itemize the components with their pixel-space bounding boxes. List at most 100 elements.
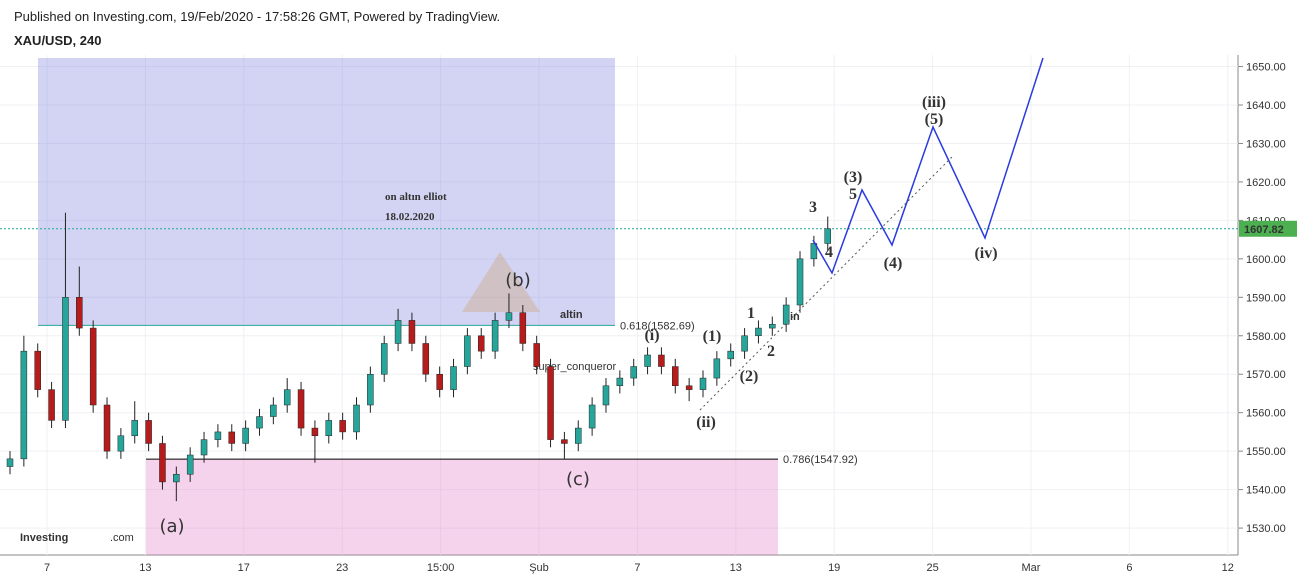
wave-label: (3)	[844, 169, 863, 186]
wave-label: (i)	[644, 327, 659, 344]
candle-body	[353, 404, 360, 433]
y-tick-label: 1590.00	[1246, 292, 1286, 304]
fib-label: 0.618(1582.69)	[620, 320, 695, 332]
wave-label: (c)	[566, 469, 590, 490]
y-tick-label: 1550.00	[1246, 446, 1286, 458]
candle-body	[561, 439, 568, 444]
candle-body	[796, 258, 804, 306]
candle-body	[20, 350, 28, 460]
candle-body	[48, 389, 55, 421]
candle-body	[519, 312, 527, 344]
y-tick-label: 1600.00	[1246, 254, 1286, 266]
candle-body	[89, 327, 97, 406]
candle-body	[367, 373, 374, 406]
candle-body	[62, 297, 69, 421]
candle-body	[741, 335, 748, 352]
wave-label: (2)	[740, 368, 759, 385]
candle-body	[602, 385, 610, 406]
candle-body	[422, 343, 430, 375]
candle-body	[491, 320, 499, 352]
candle-body	[228, 431, 236, 444]
y-tick-label: 1630.00	[1246, 138, 1286, 150]
candle-body	[575, 427, 582, 444]
candle-body	[242, 427, 249, 444]
symbol: XAU/USD, 240	[14, 33, 101, 48]
candle-body	[256, 416, 263, 429]
candle-body	[630, 366, 637, 379]
candle-body	[103, 404, 111, 452]
watermark: altin	[560, 309, 583, 321]
candle-body	[769, 323, 776, 329]
wave-label: (iii)	[922, 94, 946, 111]
candle-body	[34, 350, 41, 390]
candle-body	[547, 366, 554, 440]
candle-body	[782, 304, 790, 325]
watermark: super_conqueror	[533, 361, 617, 373]
candle-body	[450, 366, 457, 390]
candle-body	[311, 427, 319, 437]
y-tick-label: 1540.00	[1246, 485, 1286, 497]
y-tick-label: 1580.00	[1246, 331, 1286, 343]
header: Published on Investing.com, 19/Feb/2020 …	[14, 9, 500, 24]
candle-body	[713, 358, 721, 379]
candle-body	[76, 297, 83, 329]
y-tick-label: 1650.00	[1246, 62, 1286, 74]
wave-box	[38, 58, 615, 326]
wave-label: (iv)	[974, 245, 997, 262]
candle-body	[186, 454, 194, 475]
wave-label: 2	[767, 343, 775, 360]
candle-body	[727, 350, 734, 360]
candle-body	[658, 354, 665, 367]
candle-body	[297, 389, 305, 429]
annotation: 18.02.2020	[385, 211, 435, 223]
candle-body	[436, 373, 443, 390]
wave-label: (b)	[505, 270, 530, 291]
candle-body	[214, 431, 222, 440]
candle-body	[810, 243, 818, 260]
wave-label: 3	[809, 199, 817, 216]
candle-body	[464, 335, 471, 367]
candle-body	[672, 366, 679, 387]
wave-label: (5)	[925, 111, 944, 128]
candle-body	[616, 377, 624, 387]
candle-body	[408, 320, 416, 344]
wave-label: (ii)	[696, 414, 716, 431]
wave-label: 4	[825, 244, 833, 261]
candle-body	[145, 420, 152, 444]
fib-label: 0.786(1547.92)	[783, 454, 858, 466]
watermark-logo	[462, 252, 540, 312]
x-tick-label: 7	[634, 562, 640, 574]
candle-body	[117, 435, 125, 452]
candle-body	[685, 385, 693, 390]
x-tick-label: 17	[238, 562, 250, 574]
candle-body	[159, 443, 166, 483]
candle-body	[283, 389, 291, 406]
x-tick-label: 13	[730, 562, 742, 574]
wave-label: 1	[747, 305, 755, 322]
candle-body	[699, 377, 707, 390]
wave-label: 5	[849, 186, 857, 203]
x-tick-label: 12	[1222, 562, 1234, 574]
candle-body	[6, 458, 14, 467]
watermark: in	[790, 311, 800, 323]
candle-body	[755, 327, 762, 337]
candle-body	[588, 404, 596, 429]
candle-body	[824, 228, 831, 244]
candle-body	[394, 320, 402, 344]
logo: .com	[110, 532, 134, 544]
candle-body	[131, 420, 138, 437]
target-box	[146, 459, 778, 555]
candle-body	[380, 343, 388, 375]
x-tick-label: Şub	[529, 562, 549, 574]
x-tick-label: 25	[926, 562, 938, 574]
x-tick-label: 15:00	[427, 562, 455, 574]
x-tick-label: 6	[1126, 562, 1132, 574]
candle-body	[477, 335, 485, 352]
annotation: on altın elliot	[385, 191, 447, 203]
candle-body	[325, 420, 333, 437]
price-tag-label: 1607.82	[1244, 224, 1284, 236]
y-tick-label: 1640.00	[1246, 100, 1286, 112]
candle-body	[505, 312, 513, 321]
